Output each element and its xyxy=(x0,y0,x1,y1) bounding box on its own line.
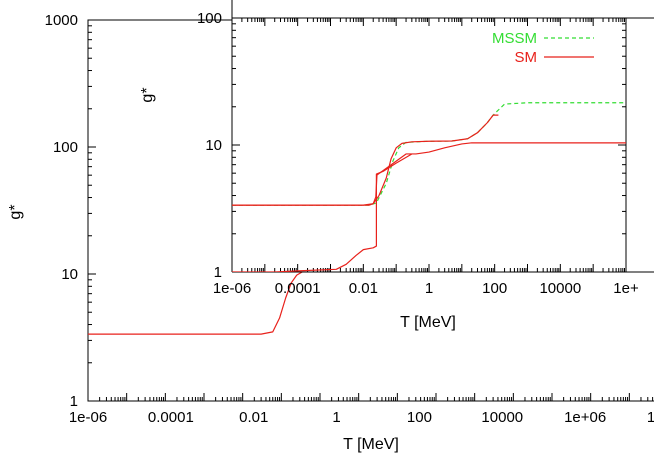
main-y-axis-label: g* xyxy=(7,204,24,219)
y-tick-label: 100 xyxy=(53,139,78,156)
x-tick-label: 1 xyxy=(425,280,433,297)
y-tick-label: 10 xyxy=(61,266,78,283)
x-tick-label: 100 xyxy=(482,280,507,297)
x-tick-label: 1e+ xyxy=(613,280,639,297)
x-tick-label: 1e-06 xyxy=(69,409,107,426)
inset-chart: 1e-06 0.0001 0.01 1 100 10000 1e+ 1 10 100 T [MeV… xyxy=(139,0,654,331)
y-tick-label: 1000 xyxy=(45,12,78,29)
y-tick-label: 100 xyxy=(197,10,222,27)
x-tick-label: 1e-06 xyxy=(213,280,251,297)
x-tick-label: 0.0001 xyxy=(148,409,194,426)
series-line-curve-3 xyxy=(232,153,413,272)
x-tick-label: 1e+08 xyxy=(647,409,654,426)
x-tick-label: 100 xyxy=(407,409,432,426)
main-tick-labels: 1e-060.00010.011100100001e+061e+08110100… xyxy=(45,12,654,426)
y-tick-label: 1 xyxy=(70,393,78,410)
inset-series-layer xyxy=(232,102,626,272)
inset-x-axis-label: T [MeV] xyxy=(400,314,456,331)
inset-tick-labels: 1e-06 0.0001 0.01 1 100 10000 1e+ 1 10 100 xyxy=(197,10,639,297)
x-tick-label: 1 xyxy=(332,409,340,426)
inset-axis-ticks xyxy=(231,17,627,273)
main-chart: 1e-060.00010.011100100001e+061e+08110100… xyxy=(7,12,654,453)
x-tick-label: 0.0001 xyxy=(275,280,321,297)
x-tick-label: 0.01 xyxy=(349,280,378,297)
inset-y-axis-label: g* xyxy=(139,87,156,102)
inset-legend: MSSM SM xyxy=(492,30,594,66)
legend-label-sm: SM xyxy=(515,49,538,66)
x-tick-label: 10000 xyxy=(539,280,581,297)
main-x-axis-label: T [MeV] xyxy=(343,436,399,453)
x-tick-label: 10000 xyxy=(481,409,523,426)
y-tick-label: 10 xyxy=(205,137,222,154)
legend-label-mssm: MSSM xyxy=(492,30,537,47)
x-tick-label: 1e+06 xyxy=(564,409,606,426)
x-tick-label: 0.01 xyxy=(239,409,268,426)
main-axis-ticks xyxy=(87,19,654,402)
inset-background xyxy=(232,0,654,272)
y-tick-label: 1 xyxy=(214,264,222,281)
